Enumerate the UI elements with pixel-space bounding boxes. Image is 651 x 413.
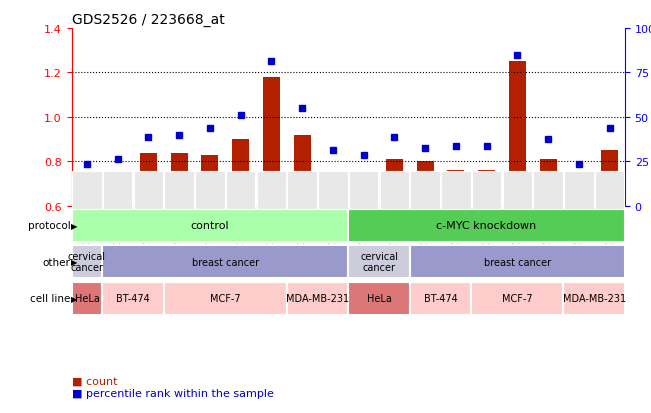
Bar [232, 140, 249, 206]
Bar [478, 171, 495, 206]
Bar [102, 282, 164, 315]
Bar [564, 282, 625, 315]
Bar [256, 172, 286, 210]
Bar [133, 172, 163, 210]
Text: ■ count: ■ count [72, 376, 117, 386]
Bar [72, 282, 102, 315]
Text: ▶: ▶ [71, 258, 77, 266]
Bar [287, 282, 348, 315]
Text: HeLa: HeLa [367, 293, 391, 304]
Bar [471, 282, 564, 315]
Bar [601, 151, 618, 206]
Bar [509, 62, 526, 206]
Bar [386, 160, 403, 206]
Bar [380, 172, 409, 210]
Bar [348, 282, 409, 315]
Bar [164, 282, 287, 315]
Text: HeLa: HeLa [75, 293, 100, 304]
Text: other: other [42, 257, 70, 267]
Text: cervical
cancer: cervical cancer [360, 251, 398, 273]
Text: breast cancer: breast cancer [484, 257, 551, 267]
Bar [447, 171, 464, 206]
Bar [165, 172, 194, 210]
Bar [409, 246, 625, 278]
Bar [195, 172, 225, 210]
Bar [140, 153, 157, 206]
Text: cell line: cell line [30, 293, 70, 304]
Text: ▶: ▶ [71, 294, 77, 303]
Bar [102, 246, 348, 278]
Bar [103, 172, 132, 210]
Bar [202, 155, 218, 206]
Text: c-MYC knockdown: c-MYC knockdown [437, 221, 536, 231]
Text: GDS2526 / 223668_at: GDS2526 / 223668_at [72, 12, 225, 26]
Bar [503, 172, 532, 210]
Bar [540, 160, 557, 206]
Text: control: control [191, 221, 229, 231]
Bar [472, 172, 501, 210]
Text: BT-474: BT-474 [117, 293, 150, 304]
Text: MDA-MB-231: MDA-MB-231 [562, 293, 626, 304]
Bar [324, 180, 341, 206]
Bar [287, 172, 317, 210]
Bar [263, 78, 280, 206]
Bar [348, 246, 409, 278]
Text: ▶: ▶ [71, 221, 77, 230]
Bar [533, 172, 563, 210]
Bar [595, 172, 624, 210]
Bar [355, 180, 372, 206]
Bar [409, 282, 471, 315]
Text: breast cancer: breast cancer [192, 257, 259, 267]
Bar [349, 172, 378, 210]
Bar [79, 184, 96, 206]
Text: cervical
cancer: cervical cancer [68, 251, 106, 273]
Bar [72, 209, 348, 242]
Bar [417, 162, 434, 206]
Text: MCF-7: MCF-7 [210, 293, 241, 304]
Text: BT-474: BT-474 [424, 293, 458, 304]
Bar [109, 173, 126, 206]
Text: MDA-MB-231: MDA-MB-231 [286, 293, 349, 304]
Bar [294, 135, 311, 206]
Bar [570, 184, 587, 206]
Bar [410, 172, 440, 210]
Text: protocol: protocol [27, 221, 70, 231]
Bar [441, 172, 471, 210]
Bar [318, 172, 348, 210]
Bar [72, 172, 102, 210]
Bar [171, 153, 187, 206]
Bar [226, 172, 255, 210]
Bar [564, 172, 594, 210]
Bar [72, 246, 102, 278]
Text: MCF-7: MCF-7 [502, 293, 533, 304]
Bar [348, 209, 625, 242]
Text: ■ percentile rank within the sample: ■ percentile rank within the sample [72, 389, 273, 399]
